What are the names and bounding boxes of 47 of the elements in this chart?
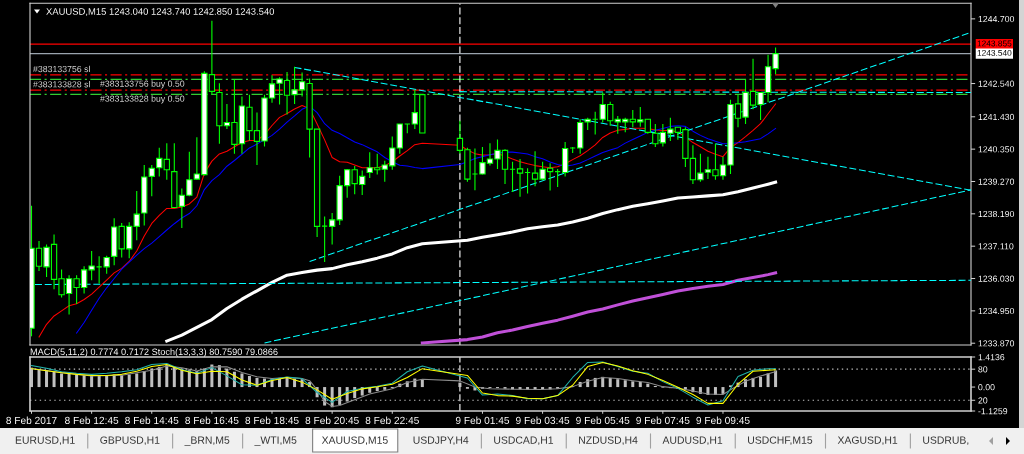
y-tick-label: 1242.540	[978, 80, 1015, 87]
y-tick-label: 1234.950	[978, 307, 1015, 315]
ref-line-label: #383133828 sl	[33, 80, 90, 88]
y-tick-label: 0.00	[978, 384, 995, 391]
y-tick-label: 1.4136	[978, 354, 1005, 361]
x-tick-label: 8 Feb 22:45	[365, 416, 419, 424]
y-tick-label: -1.1259	[978, 408, 1008, 415]
x-tick-label: 9 Feb 09:45	[696, 416, 750, 424]
text: USDJPY,H4	[413, 436, 469, 446]
y2-tick-label: 20	[978, 397, 988, 404]
text: XAUUSD,M15	[321, 436, 388, 446]
text: NZDUSD,H4	[579, 436, 638, 446]
x-tick-label: 8 Feb 14:45	[125, 416, 179, 424]
x-tick-label: 9 Feb 01:45	[455, 416, 510, 424]
x-tick-label: 8 Feb 20:45	[305, 416, 359, 424]
x-tick-label: 9 Feb 05:45	[576, 416, 630, 424]
ref-line-label: #383133756 sl	[33, 65, 90, 73]
y-tick-label: 1236.030	[978, 275, 1015, 282]
x-tick-label: 9 Feb 03:45	[516, 416, 570, 424]
y-tick-label: 1239.270	[978, 178, 1015, 185]
text: GBPUSD,H1	[100, 436, 160, 446]
ref-line-label: #383133756 buy 0.50	[100, 80, 185, 89]
x-tick-label: 8 Feb 12:45	[65, 416, 119, 424]
y-tick-label: 1241.430	[978, 113, 1015, 121]
text: USDCHF,M15	[748, 436, 813, 446]
y-tick-label: 1238.190	[978, 210, 1015, 218]
y-tick-label: 1244.700	[978, 15, 1015, 23]
ref-line-label: 1243.855	[977, 40, 1012, 47]
x-tick-label: 8 Feb 16:45	[185, 416, 239, 424]
y2-tick-label: 80	[978, 366, 988, 373]
ref-line-label: 1243.540	[977, 49, 1012, 56]
y-tick-label: 1240.350	[978, 146, 1015, 153]
y-tick-label: 1237.110	[978, 243, 1014, 250]
text: USDRUB,	[923, 436, 969, 446]
text: _WTI,M5	[254, 436, 297, 446]
y-tick-label: 1233.870	[978, 340, 1015, 347]
x-tick-label: 8 Feb 2017	[6, 416, 57, 424]
text: XAGUSD,H1	[837, 436, 898, 446]
chart-title: MACD(5,11,2) 0.7774 0.7172 Stoch(13,3,3) 80.7590 79.0866	[30, 348, 278, 357]
text: AUDUSD,H1	[662, 436, 723, 446]
text: _BRN,M5	[184, 436, 230, 446]
chart-title: XAUUSD,M15 1243.040 1243.740 1242.850 1243.540	[46, 8, 275, 16]
text: USDCAD,H1	[494, 436, 554, 446]
text: EURUSD,H1	[15, 436, 75, 446]
ref-line-label: #383133828 buy 0.50	[100, 95, 185, 104]
x-tick-label: 8 Feb 18:45	[245, 416, 299, 424]
x-tick-label: 9 Feb 07:45	[636, 416, 690, 424]
